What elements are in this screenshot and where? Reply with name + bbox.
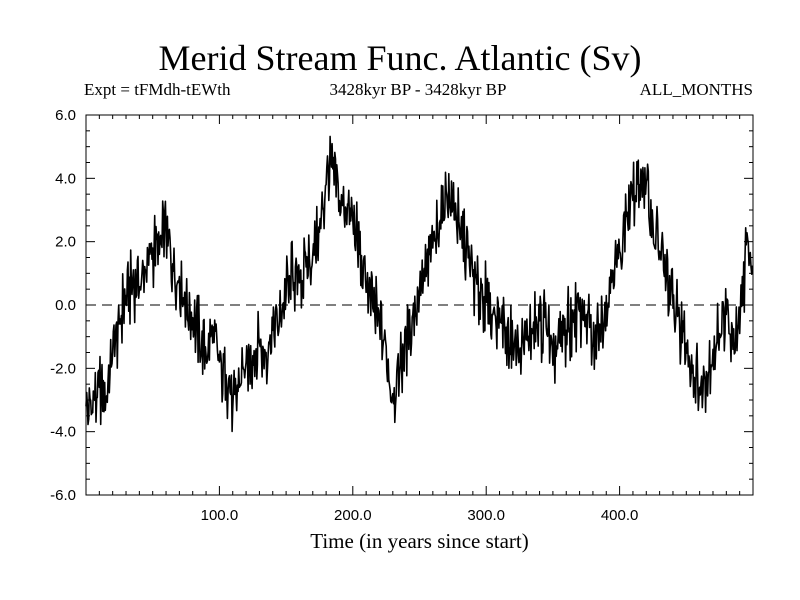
y-tick-label: 4.0 xyxy=(55,170,76,187)
y-tick-label: 2.0 xyxy=(55,234,76,251)
y-tick-label: -4.0 xyxy=(50,424,76,441)
y-tick-label: -6.0 xyxy=(50,487,76,504)
x-tick-label: 200.0 xyxy=(334,507,372,524)
x-tick-label: 400.0 xyxy=(601,507,639,524)
data-series-line xyxy=(85,135,754,433)
experiment-label: Expt = tFMdh-tEWth xyxy=(84,80,231,99)
x-tick-label: 100.0 xyxy=(201,507,239,524)
y-tick-label: 0.0 xyxy=(55,297,76,314)
y-tick-label: 6.0 xyxy=(55,107,76,124)
months-label: ALL_MONTHS xyxy=(639,80,753,99)
x-axis-label: Time (in years since start) xyxy=(310,529,529,553)
chart-title: Merid Stream Func. Atlantic (Sv) xyxy=(158,38,642,78)
time-range-label: 3428kyr BP - 3428kyr BP xyxy=(329,80,507,99)
x-tick-label: 300.0 xyxy=(467,507,505,524)
y-tick-label: -2.0 xyxy=(50,360,76,377)
